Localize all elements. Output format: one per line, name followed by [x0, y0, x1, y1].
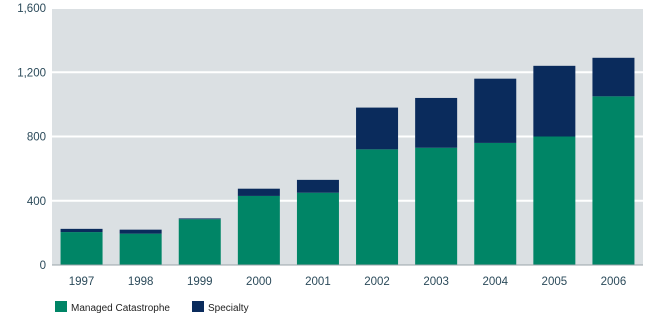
- y-tick-label: 1,200: [17, 67, 46, 79]
- bar-managed-catastrophe-2000: [237, 195, 280, 265]
- bar-specialty-2003: [415, 97, 458, 148]
- bar-specialty-1997: [60, 228, 103, 233]
- x-tick-label: 2003: [423, 276, 449, 288]
- x-tick-label: 2004: [482, 276, 508, 288]
- bar-managed-catastrophe-1999: [178, 219, 221, 265]
- x-axis-ticks: 1997 1998 1999 2000 2001 2002 2003 2004 2005 2006: [69, 276, 626, 288]
- bar-managed-catastrophe-2005: [533, 136, 576, 265]
- x-tick-label: 2005: [542, 276, 568, 288]
- bar-specialty-2000: [237, 188, 280, 196]
- bar-managed-catastrophe-2002: [356, 149, 399, 265]
- x-tick-label: 2006: [601, 276, 627, 288]
- legend-label-managed-catastrophe: Managed Catastrophe: [71, 303, 170, 314]
- bar-managed-catastrophe-2001: [296, 192, 339, 265]
- bar-specialty-1998: [119, 229, 162, 234]
- bar-specialty-2006: [592, 57, 635, 97]
- bar-managed-catastrophe-1998: [119, 233, 162, 265]
- legend-label-specialty: Specialty: [208, 303, 249, 314]
- y-tick-label: 1,600: [17, 3, 46, 15]
- x-tick-label: 2001: [305, 276, 331, 288]
- y-axis-ticks: 0 400 800 1,200 1,600: [17, 3, 46, 272]
- bars: [60, 57, 635, 265]
- x-tick-label: 1997: [69, 276, 95, 288]
- bar-managed-catastrophe-1997: [60, 232, 103, 265]
- bar-managed-catastrophe-2006: [592, 96, 635, 265]
- bar-specialty-2002: [356, 107, 399, 150]
- bar-managed-catastrophe-2003: [415, 147, 458, 265]
- x-tick-label: 2002: [364, 276, 390, 288]
- y-tick-label: 0: [40, 260, 46, 272]
- bar-managed-catastrophe-2004: [474, 142, 517, 265]
- legend: Managed Catastrophe Specialty: [55, 301, 249, 314]
- bar-specialty-2001: [296, 179, 339, 193]
- x-tick-label: 2000: [246, 276, 272, 288]
- x-tick-label: 1999: [187, 276, 213, 288]
- bar-specialty-2004: [474, 78, 517, 143]
- y-tick-label: 800: [27, 132, 46, 144]
- y-tick-label: 400: [27, 196, 46, 208]
- x-tick-label: 1998: [128, 276, 154, 288]
- bar-specialty-1999: [178, 218, 221, 220]
- legend-swatch-managed-catastrophe: [55, 301, 67, 312]
- legend-swatch-specialty: [192, 301, 204, 312]
- bar-specialty-2005: [533, 65, 576, 137]
